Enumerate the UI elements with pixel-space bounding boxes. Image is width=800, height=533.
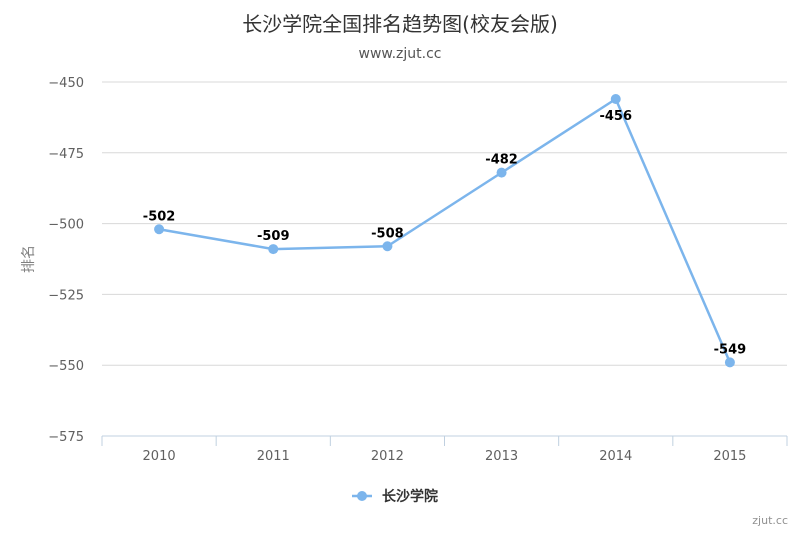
data-label: -502	[143, 209, 176, 224]
y-axis-title: 排名	[21, 245, 37, 273]
data-labels: -502 -509 -508 -482 -456 -549	[143, 109, 746, 357]
y-tick-label: −500	[48, 218, 84, 233]
x-tick-label: 2014	[599, 449, 632, 464]
credit-text[interactable]: zjut.cc	[752, 514, 788, 527]
x-tick-label: 2010	[143, 449, 176, 464]
grid-lines	[102, 81, 787, 366]
y-tick-label: −525	[48, 288, 84, 303]
x-axis: 2010 2011 2012 2013 2014 2015	[101, 435, 788, 464]
x-tick-label: 2015	[713, 449, 746, 464]
y-tick-label: −450	[48, 76, 84, 91]
x-tick-label: 2011	[257, 449, 290, 464]
data-label: -456	[599, 109, 632, 124]
series-layer	[154, 93, 735, 368]
series-line	[158, 97, 732, 363]
legend-label[interactable]: 长沙学院	[382, 488, 438, 505]
y-tick-label: −575	[48, 430, 84, 445]
y-axis: −450 −475 −500 −525 −550 −575 排名	[21, 76, 84, 445]
data-label: -482	[485, 153, 518, 168]
data-label: -508	[371, 226, 404, 241]
x-tick-label: 2012	[371, 449, 404, 464]
data-point	[268, 244, 279, 255]
y-tick-label: −550	[48, 359, 84, 374]
y-tick-label: −475	[48, 147, 84, 162]
data-point	[610, 93, 621, 104]
chart-title: 长沙学院全国排名趋势图(校友会版)	[242, 12, 558, 36]
data-label: -549	[714, 342, 747, 357]
x-tick-label: 2013	[485, 449, 518, 464]
data-point	[724, 357, 735, 368]
legend-marker	[357, 491, 367, 501]
legend[interactable]: 长沙学院	[352, 488, 438, 505]
data-label: -509	[257, 229, 290, 244]
data-point	[154, 224, 165, 235]
data-point	[496, 167, 507, 178]
data-point	[382, 241, 393, 252]
chart-subtitle: www.zjut.cc	[358, 46, 442, 62]
